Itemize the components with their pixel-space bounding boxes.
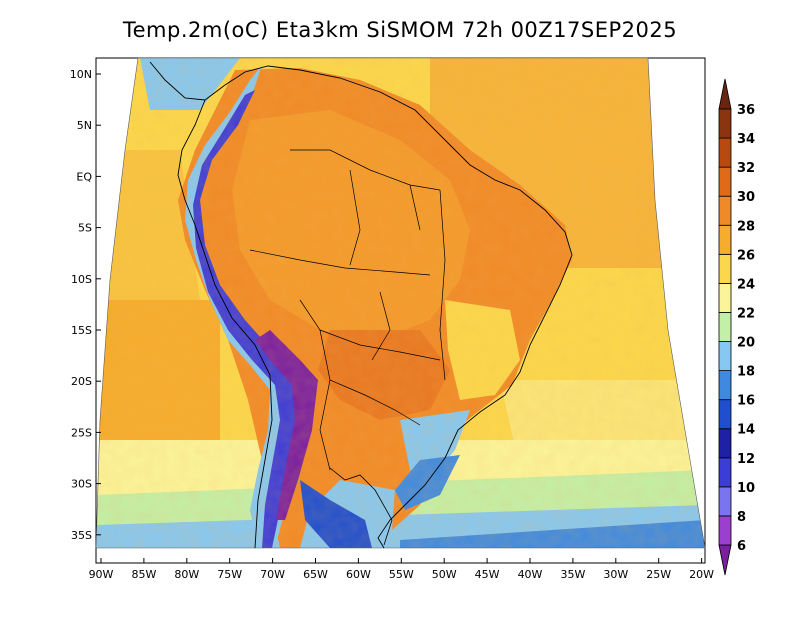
- colorbar: 6 8 10 12 14 16 18 20 22 24 26 28 30 32 34 36: [718, 78, 755, 576]
- lon-tick-label: 55W: [389, 568, 414, 581]
- colorbar-swatch: [718, 282, 732, 313]
- colorbar-label: 28: [737, 219, 755, 234]
- colorbar-swatch: [718, 486, 732, 517]
- lon-tick-label: 40W: [518, 568, 543, 581]
- lat-tick-label: 30S: [71, 478, 92, 491]
- lat-tick-label: 10S: [71, 273, 92, 286]
- colorbar-swatch: [718, 108, 732, 139]
- colorbar-swatch: [718, 195, 732, 226]
- lat-tick-label: 25S: [71, 426, 92, 439]
- colorbar-label: 6: [737, 539, 746, 554]
- lat-tick-label: 20S: [71, 375, 92, 388]
- colorbar-label: 16: [737, 394, 755, 409]
- colorbar-label: 10: [737, 481, 755, 496]
- lon-tick-label: 45W: [475, 568, 500, 581]
- lon-tick-label: 60W: [346, 568, 371, 581]
- colorbar-label: 14: [737, 423, 755, 438]
- coastlines: [149, 61, 573, 549]
- colorbar-label: 22: [737, 306, 755, 321]
- coastline-west: [177, 99, 273, 549]
- colorbar-swatch: [718, 224, 732, 255]
- colorbar-label: 8: [737, 510, 746, 525]
- colorbar-swatch: [718, 312, 732, 342]
- lon-tick-label: 80W: [174, 568, 199, 581]
- domain-outline: [95, 57, 706, 549]
- lon-tick-label: 20W: [689, 568, 714, 581]
- colorbar-swatch: [718, 515, 732, 546]
- colorbar-swatch: [718, 137, 732, 168]
- lon-tick-label: 90W: [89, 568, 114, 581]
- colorbar-swatch: [718, 341, 732, 371]
- colorbar-label: 26: [737, 248, 755, 263]
- colorbar-max-arrow: [718, 78, 732, 110]
- lat-tick-label: 5N: [77, 119, 92, 132]
- lon-tick-label: 85W: [131, 568, 156, 581]
- colorbar-label: 32: [737, 161, 755, 176]
- longitude-axis: 90W 85W 80W 75W 70W 65W 60W 55W 50W 45W 40W 35W 30W 2…: [89, 558, 714, 581]
- field-texture: [96, 58, 705, 548]
- colorbar-label: 24: [737, 277, 755, 292]
- political-borders: [249, 149, 446, 471]
- colorbar-swatch: [718, 166, 732, 197]
- temperature-field: [96, 58, 705, 548]
- lon-tick-label: 30W: [603, 568, 628, 581]
- colorbar-label: 12: [737, 452, 755, 467]
- lat-tick-label: EQ: [76, 170, 92, 183]
- lon-tick-label: 35W: [560, 568, 585, 581]
- colorbar-swatch: [718, 370, 732, 401]
- lon-tick-label: 65W: [303, 568, 328, 581]
- lat-tick-label: 5S: [78, 222, 92, 235]
- colorbar-min-arrow: [718, 544, 732, 576]
- colorbar-label: 18: [737, 365, 755, 380]
- colorbar-label: 20: [737, 336, 755, 351]
- colorbar-label: 34: [737, 132, 755, 147]
- colorbar-swatch: [718, 457, 732, 488]
- colorbar-swatch: [718, 428, 732, 459]
- colorbar-label: 30: [737, 190, 755, 205]
- lon-tick-label: 50W: [432, 568, 457, 581]
- lat-tick-label: 15S: [71, 324, 92, 337]
- map-title: Temp.2m(oC) Eta3km SiSMOM 72h 00Z17SEP20…: [122, 18, 678, 42]
- lat-tick-label: 35S: [71, 529, 92, 542]
- colorbar-swatch: [718, 399, 732, 430]
- coastline-east: [149, 61, 573, 549]
- lon-tick-label: 25W: [646, 568, 671, 581]
- colorbar-label: 36: [737, 103, 755, 118]
- lon-tick-label: 70W: [260, 568, 285, 581]
- colorbar-swatch: [718, 253, 732, 284]
- latitude-axis: 10N 5N EQ 5S 10S 15S 20S 25S 30S 35S: [70, 68, 101, 542]
- border-rio-de-la-plata: [329, 467, 393, 546]
- lon-tick-label: 75W: [217, 568, 242, 581]
- lat-tick-label: 10N: [70, 68, 92, 81]
